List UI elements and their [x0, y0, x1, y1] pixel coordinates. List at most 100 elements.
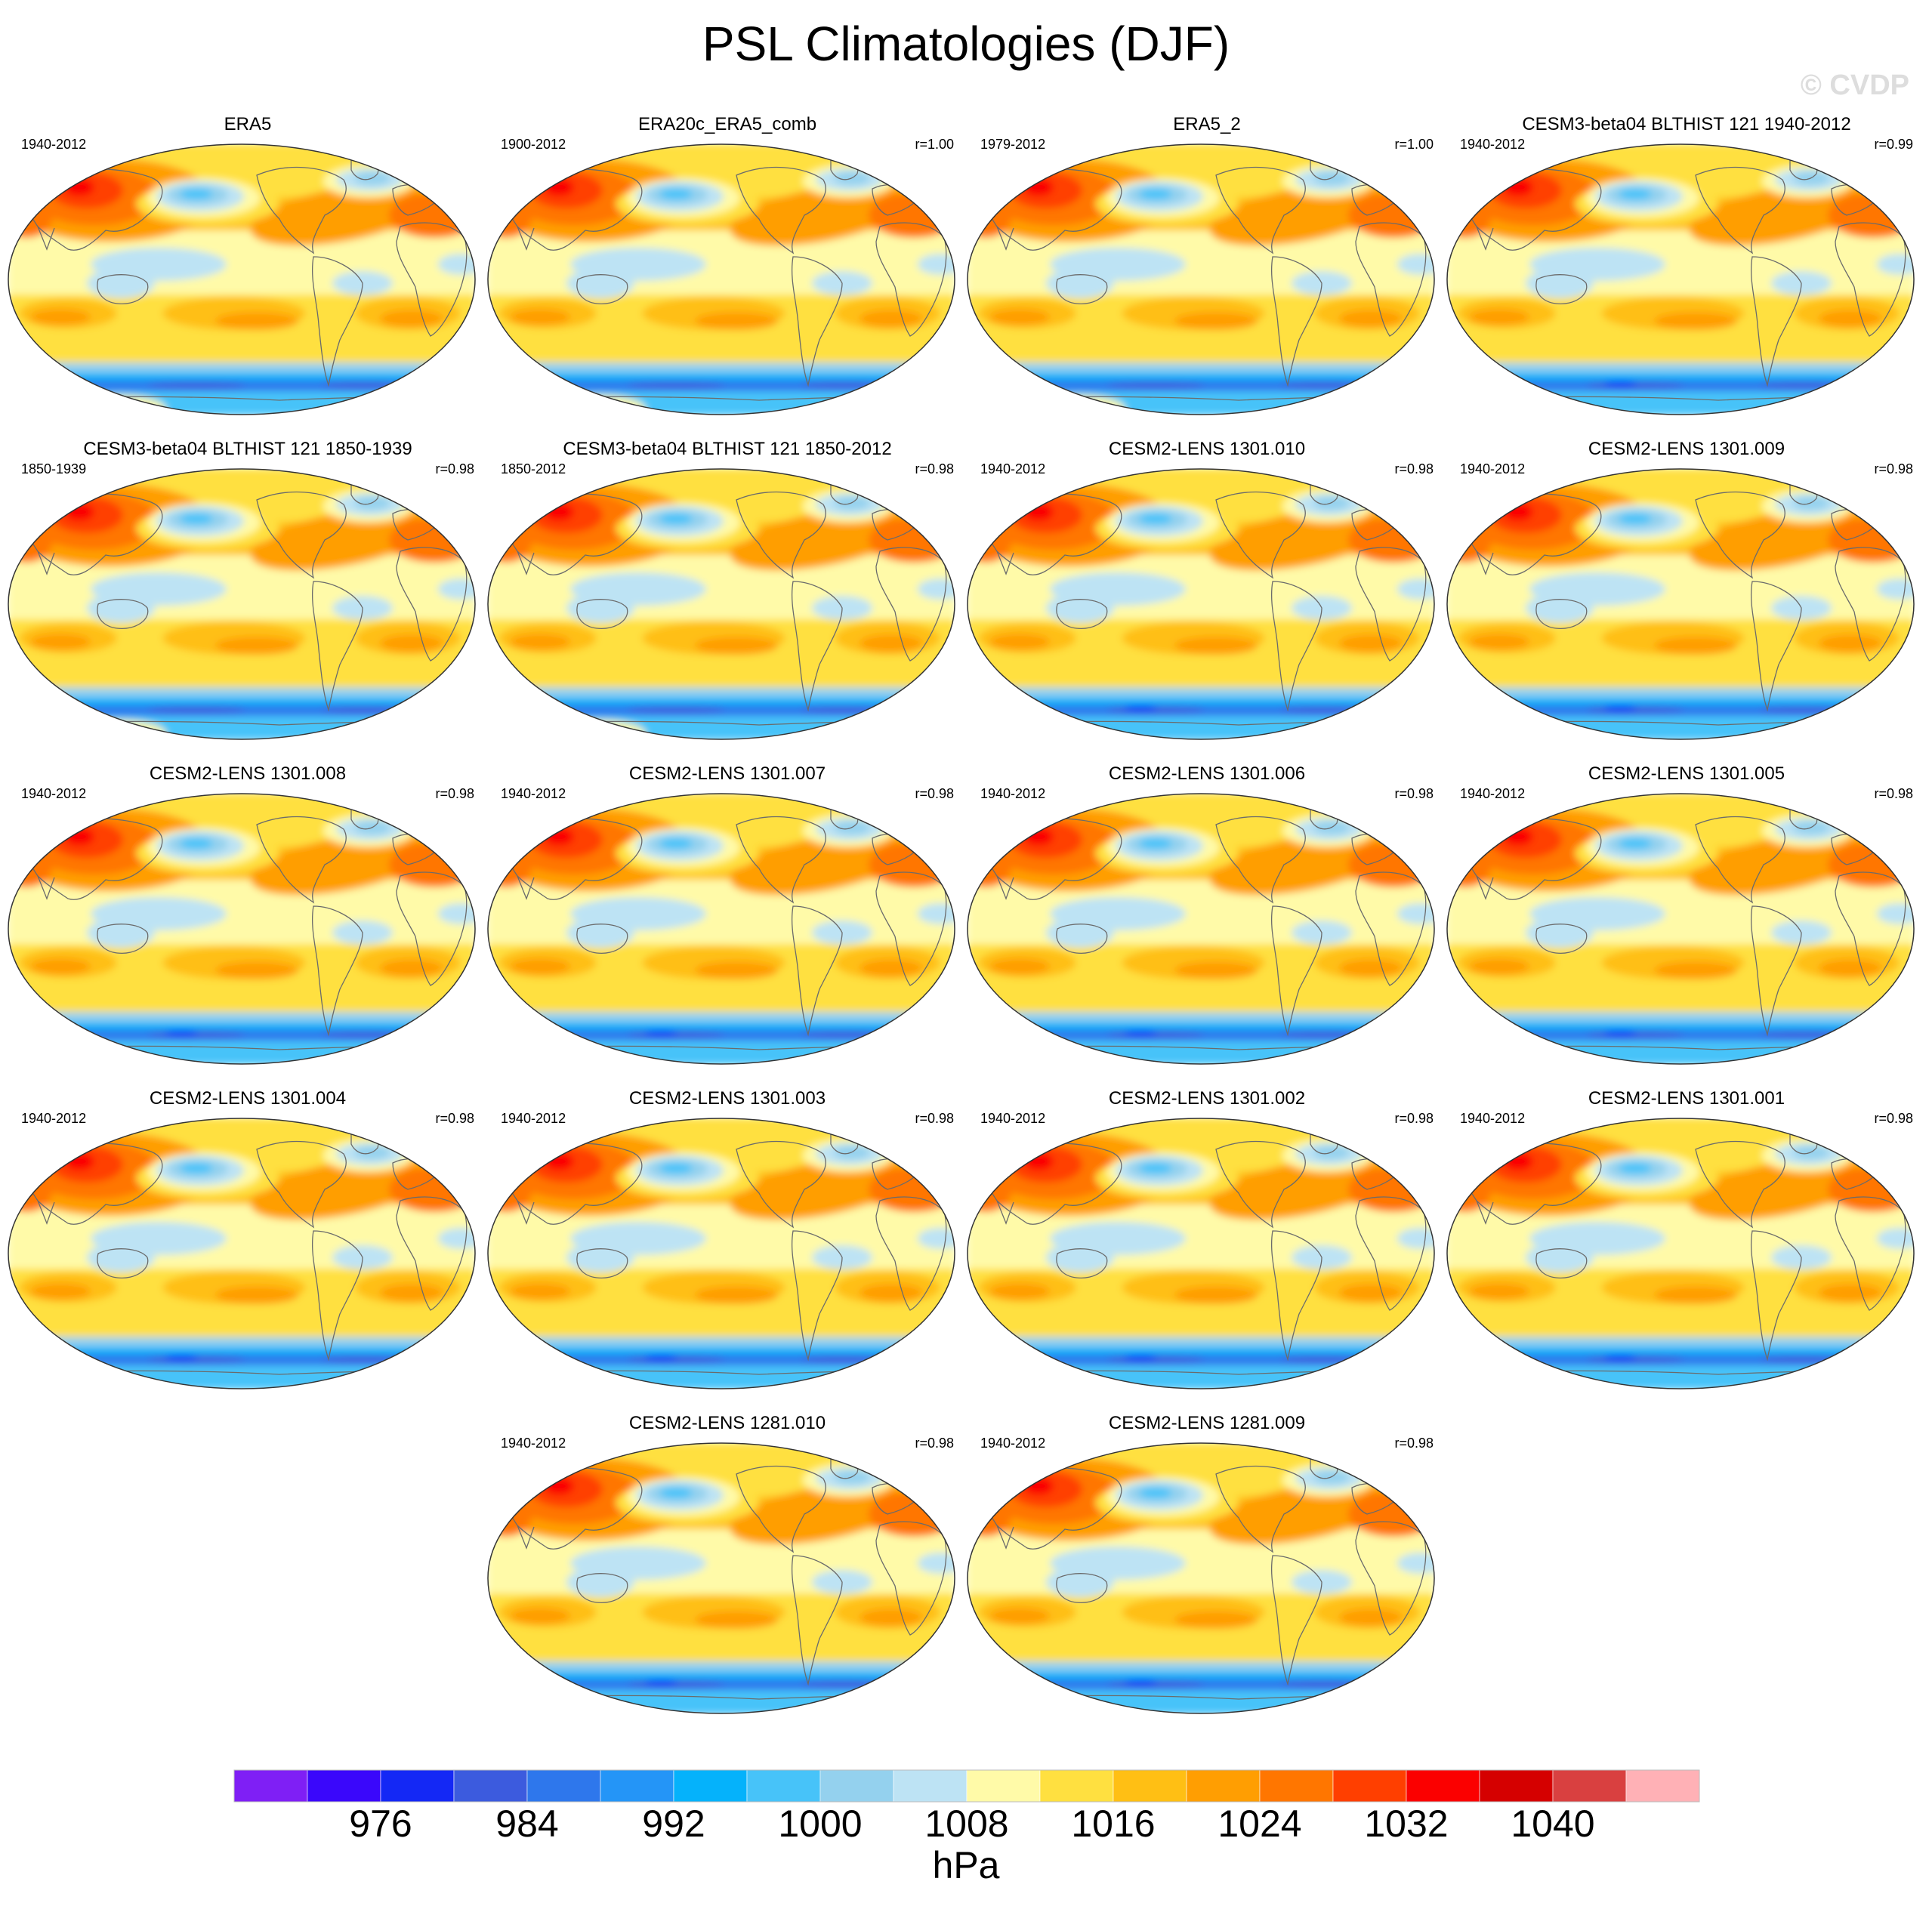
map-panel: CESM2-LENS 1301.005 1940-2012 r=0.98	[1446, 763, 1927, 1065]
southern-ocean-deep-low	[1603, 1030, 1637, 1036]
north-america-outline	[256, 1140, 347, 1229]
sh-transition-band	[488, 1318, 955, 1338]
antarctic-band	[968, 1365, 1434, 1389]
africa-outline	[1835, 871, 1906, 986]
tropical-band	[1447, 230, 1914, 295]
southern-ocean-deep-low	[644, 1355, 677, 1361]
panel-years: 1940-2012	[980, 1111, 1046, 1126]
southern-ocean-low	[1280, 1030, 1363, 1039]
sh-transition-band	[968, 1642, 1434, 1663]
sh-pressure-gradient	[8, 697, 475, 707]
south-america-outline	[1270, 1230, 1322, 1362]
siberian-high-peak	[64, 828, 94, 846]
southern-ocean-low	[1760, 381, 1843, 390]
southern-ocean-low	[147, 705, 245, 714]
australian-low	[87, 1242, 155, 1272]
sh-pressure-gradient	[8, 1022, 475, 1032]
panel-title: CESM2-LENS 1301.003	[628, 1088, 826, 1109]
australia-outline	[576, 274, 628, 305]
sh-transition-band	[1447, 668, 1914, 689]
india-outline	[517, 1525, 535, 1550]
southern-ocean-low	[1280, 1679, 1363, 1689]
antarctic-band	[1447, 716, 1914, 739]
map-border	[967, 793, 1435, 1065]
map-border	[1446, 143, 1915, 415]
tropical-band	[488, 1204, 955, 1269]
asia-outline	[1461, 492, 1602, 575]
north-america-outline	[1215, 166, 1306, 254]
psl-map	[1446, 1118, 1915, 1389]
southern-ocean-low	[1760, 1030, 1843, 1039]
sh-pressure-gradient	[488, 1337, 955, 1348]
india-outline	[996, 1525, 1014, 1550]
southern-ocean-low	[1106, 1679, 1205, 1689]
north-atlantic-ridge	[730, 1158, 909, 1220]
siberian-high-peak	[544, 178, 574, 196]
aleutian-low-core	[180, 189, 213, 199]
psl-map	[8, 468, 476, 740]
australian-low	[1526, 1242, 1594, 1272]
africa-outline	[1835, 222, 1906, 337]
north-atlantic-ridge	[1209, 509, 1389, 571]
southern-ocean-low	[627, 1355, 725, 1364]
aleutian-low-core	[659, 1488, 693, 1498]
panel-correlation: r=0.98	[1394, 1436, 1434, 1451]
south-america-outline	[791, 1555, 843, 1686]
tropical-band	[1447, 1204, 1914, 1269]
aleutian-low-core	[180, 1163, 213, 1174]
panel-title: CESM2-LENS 1301.002	[1108, 1088, 1306, 1109]
north-america-outline	[1695, 1140, 1785, 1229]
southern-ocean-deep-low	[897, 1681, 924, 1687]
north-atlantic-ridge	[1689, 509, 1869, 571]
panel-correlation: r=0.98	[1394, 786, 1434, 801]
australia-outline	[97, 1248, 149, 1279]
sh-pressure-gradient	[968, 1022, 1434, 1032]
map-border	[967, 468, 1435, 740]
australian-low	[87, 918, 155, 948]
antarctic-band	[968, 1690, 1434, 1713]
australia-outline	[97, 924, 149, 955]
sh-pressure-gradient	[968, 697, 1434, 707]
south-pacific-high-core	[1174, 312, 1258, 330]
india-outline	[1476, 1200, 1494, 1225]
africa-outline	[875, 871, 947, 986]
aleutian-low-core	[659, 189, 693, 199]
map-panel: CESM2-LENS 1301.010 1940-2012 r=0.98	[967, 438, 1447, 740]
aleutian-low-core	[1139, 838, 1172, 849]
south-atlantic-high-core	[860, 310, 923, 328]
panel-title: CESM2-LENS 1301.010	[1108, 439, 1306, 459]
south-atlantic-high-core	[380, 634, 443, 652]
north-atlantic-ridge	[1689, 184, 1869, 246]
map-panel: CESM2-LENS 1301.001 1940-2012 r=0.98	[1446, 1087, 1927, 1389]
north-america-outline	[736, 166, 826, 254]
siberian-high-peak	[1503, 1152, 1533, 1170]
southern-ocean-low	[627, 1679, 725, 1689]
africa-outline	[875, 547, 947, 662]
australia-outline	[576, 599, 628, 630]
panel-years: 1940-2012	[21, 1111, 87, 1126]
colorbar-box	[1186, 1769, 1261, 1803]
panel-title: CESM2-LENS 1301.001	[1588, 1088, 1785, 1109]
southern-ocean-low	[321, 1030, 404, 1039]
colorbar-box	[453, 1769, 528, 1803]
southern-ocean-low	[801, 1355, 884, 1364]
southern-ocean-low	[1586, 1030, 1684, 1039]
panel-years: 1940-2012	[980, 1436, 1046, 1451]
indian-ocean-high-core	[1469, 309, 1529, 325]
south-pacific-high-core	[215, 961, 298, 979]
south-atlantic-high-core	[1819, 1284, 1882, 1302]
south-pacific-high-core	[695, 961, 778, 979]
southern-ocean-low	[1106, 1030, 1205, 1039]
north-america-outline	[1695, 166, 1785, 254]
india-outline	[517, 551, 535, 575]
australia-outline	[576, 1248, 628, 1279]
panel-title: CESM2-LENS 1281.010	[628, 1413, 826, 1433]
southern-ocean-low	[147, 1355, 245, 1364]
indian-ocean-high-core	[30, 1283, 91, 1300]
map-panel: CESM3-beta04 BLTHIST 121 1850-1939 1850-1…	[8, 438, 488, 740]
sh-pressure-gradient	[1447, 697, 1914, 707]
south-pacific-high-core	[1654, 961, 1737, 979]
australia-outline	[1056, 1248, 1108, 1279]
siberian-high-peak	[544, 1477, 574, 1495]
aleutian-low-core	[1139, 514, 1172, 524]
